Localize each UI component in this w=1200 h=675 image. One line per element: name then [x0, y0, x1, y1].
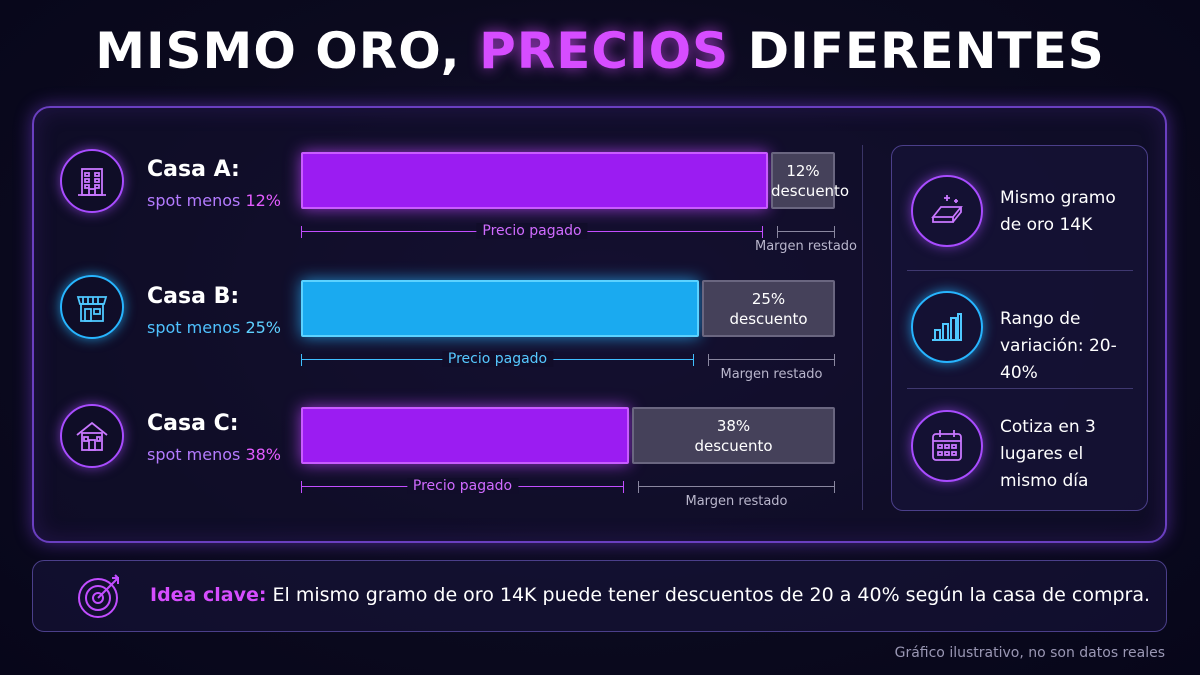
bar-label-word-casa-c: descuento: [694, 437, 773, 455]
row-a-name: Casa A:: [147, 157, 240, 182]
margin-label-casa-b: Margen restado: [720, 367, 823, 382]
row-c-sub-prefix: spot menos: [147, 445, 241, 464]
bracket-margin-casa-b: [708, 354, 835, 366]
calendar-icon: [911, 410, 983, 482]
bar-margin-casa-a: [771, 152, 835, 209]
title-part2: DIFERENTES: [747, 22, 1105, 80]
bar-label-casa-a: 12% descuento: [771, 161, 849, 201]
bracket-margin-casa-a: [777, 226, 835, 238]
gold-bar-icon: [911, 175, 983, 247]
row-b-sub: spot menos 25%: [147, 318, 281, 337]
row-c-sub-pct: 38%: [245, 445, 281, 464]
bar-margin-casa-b: [702, 280, 835, 337]
bar-chart-icon: [911, 291, 983, 363]
bar-label-casa-b: 25% descuento: [702, 289, 835, 329]
bar-paid-casa-b: [301, 280, 699, 337]
key-idea-text: Idea clave: El mismo gramo de oro 14K pu…: [150, 584, 1150, 606]
paid-label-casa-a: Precio pagado: [476, 223, 588, 239]
title-highlight: PRECIOS: [479, 22, 730, 80]
target-icon: [74, 570, 126, 622]
footnote: Gráfico ilustrativo, no son datos reales: [894, 645, 1165, 661]
row-a-sub-pct: 12%: [245, 191, 281, 210]
side-separator: [907, 388, 1133, 389]
storefront-icon: [60, 275, 124, 339]
panel-divider: [862, 145, 863, 510]
margin-label-casa-c: Margen restado: [685, 494, 788, 509]
bar-label-word-casa-b: descuento: [729, 310, 808, 328]
paid-label-casa-b: Precio pagado: [441, 351, 554, 367]
row-b-name: Casa B:: [147, 284, 240, 309]
side-text-mismo-gramo: Mismo gramo de oro 14K: [1000, 188, 1116, 235]
bar-paid-casa-a: [301, 152, 768, 209]
bar-label-pct-casa-a: 12%: [786, 162, 820, 180]
building-icon: [60, 149, 124, 213]
paid-label-casa-c: Precio pagado: [406, 478, 519, 494]
bar-margin-casa-c: [632, 407, 835, 464]
title-part1: MISMO ORO,: [95, 22, 461, 80]
bar-paid-casa-c: [301, 407, 629, 464]
key-idea-box: [32, 560, 1167, 632]
key-idea-lead: Idea clave:: [150, 584, 267, 606]
side-text-cotiza: Cotiza en 3 lugares el mismo día: [1000, 417, 1096, 491]
side-text-rango: Rango de variación: 20-40%: [1000, 309, 1117, 383]
key-idea-body: El mismo gramo de oro 14K puede tener de…: [272, 584, 1151, 606]
bar-label-word-casa-a: descuento: [771, 182, 850, 200]
margin-label-casa-a: Margen restado: [754, 239, 858, 254]
row-a-sub: spot menos 12%: [147, 191, 281, 210]
row-b-sub-prefix: spot menos: [147, 318, 241, 337]
bar-label-pct-casa-b: 25%: [751, 290, 786, 308]
row-a-sub-prefix: spot menos: [147, 191, 241, 210]
bar-label-casa-c: 38% descuento: [632, 416, 835, 456]
row-b-sub-pct: 25%: [245, 318, 281, 337]
bracket-margin-casa-c: [638, 481, 835, 493]
page-title: MISMO ORO, PRECIOS DIFERENTES: [0, 22, 1200, 80]
row-c-sub: spot menos 38%: [147, 445, 281, 464]
side-separator: [907, 270, 1133, 271]
house-icon: [60, 404, 124, 468]
row-c-name: Casa C:: [147, 411, 239, 436]
bar-label-pct-casa-c: 38%: [716, 417, 751, 435]
